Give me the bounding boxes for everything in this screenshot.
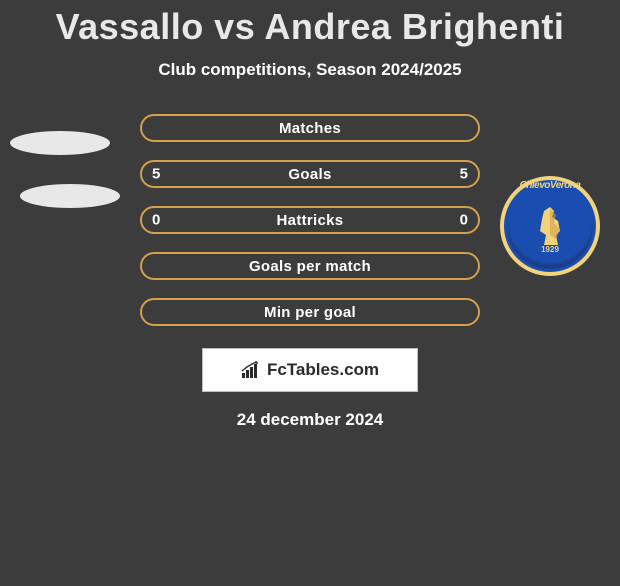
stat-left-value: 0: [152, 212, 160, 229]
subtitle: Club competitions, Season 2024/2025: [0, 60, 620, 80]
stat-row: 0 Hattricks 0: [140, 206, 480, 234]
date-text: 24 december 2024: [0, 410, 620, 430]
stat-right-value: 0: [460, 212, 468, 229]
stat-row: Min per goal: [140, 298, 480, 326]
club-badge: ChievoVerona 1929: [500, 176, 600, 276]
stat-label: Matches: [279, 120, 341, 137]
bar-chart-icon: [241, 361, 263, 379]
stat-right-value: 5: [460, 166, 468, 183]
player-left-avatar-placeholder-2: [20, 184, 120, 208]
badge-year: 1929: [541, 245, 559, 254]
page-title: Vassallo vs Andrea Brighenti: [0, 6, 620, 48]
stat-label: Goals per match: [249, 258, 371, 275]
stat-label: Hattricks: [277, 212, 344, 229]
stat-label: Goals: [288, 166, 331, 183]
brand-text: FcTables.com: [267, 360, 379, 380]
stat-label: Min per goal: [264, 304, 356, 321]
player-left-avatar-placeholder: [10, 131, 110, 155]
stat-row: 5 Goals 5: [140, 160, 480, 188]
brand-box: FcTables.com: [202, 348, 418, 392]
stat-left-value: 5: [152, 166, 160, 183]
badge-club-name: ChievoVerona: [500, 180, 600, 191]
stat-row: Matches: [140, 114, 480, 142]
stat-row: Goals per match: [140, 252, 480, 280]
knight-icon: [530, 205, 570, 249]
